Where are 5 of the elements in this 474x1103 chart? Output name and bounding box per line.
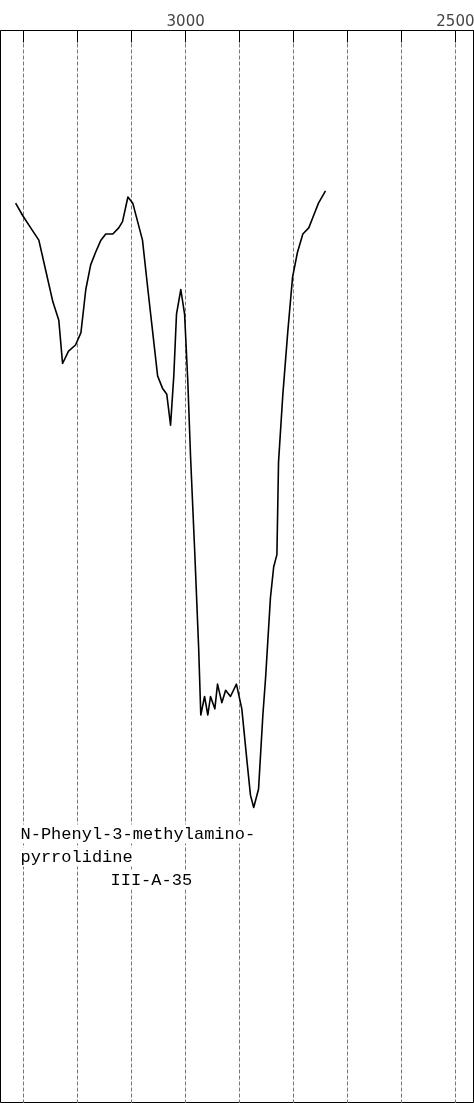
x-tick-label: 2500: [436, 11, 474, 30]
text: pyrrolidine: [20, 847, 133, 867]
text: III-A-35: [110, 870, 193, 890]
x-tick-label: 3000: [166, 11, 205, 30]
text: N-Phenyl-3-methylamino-: [20, 824, 256, 844]
